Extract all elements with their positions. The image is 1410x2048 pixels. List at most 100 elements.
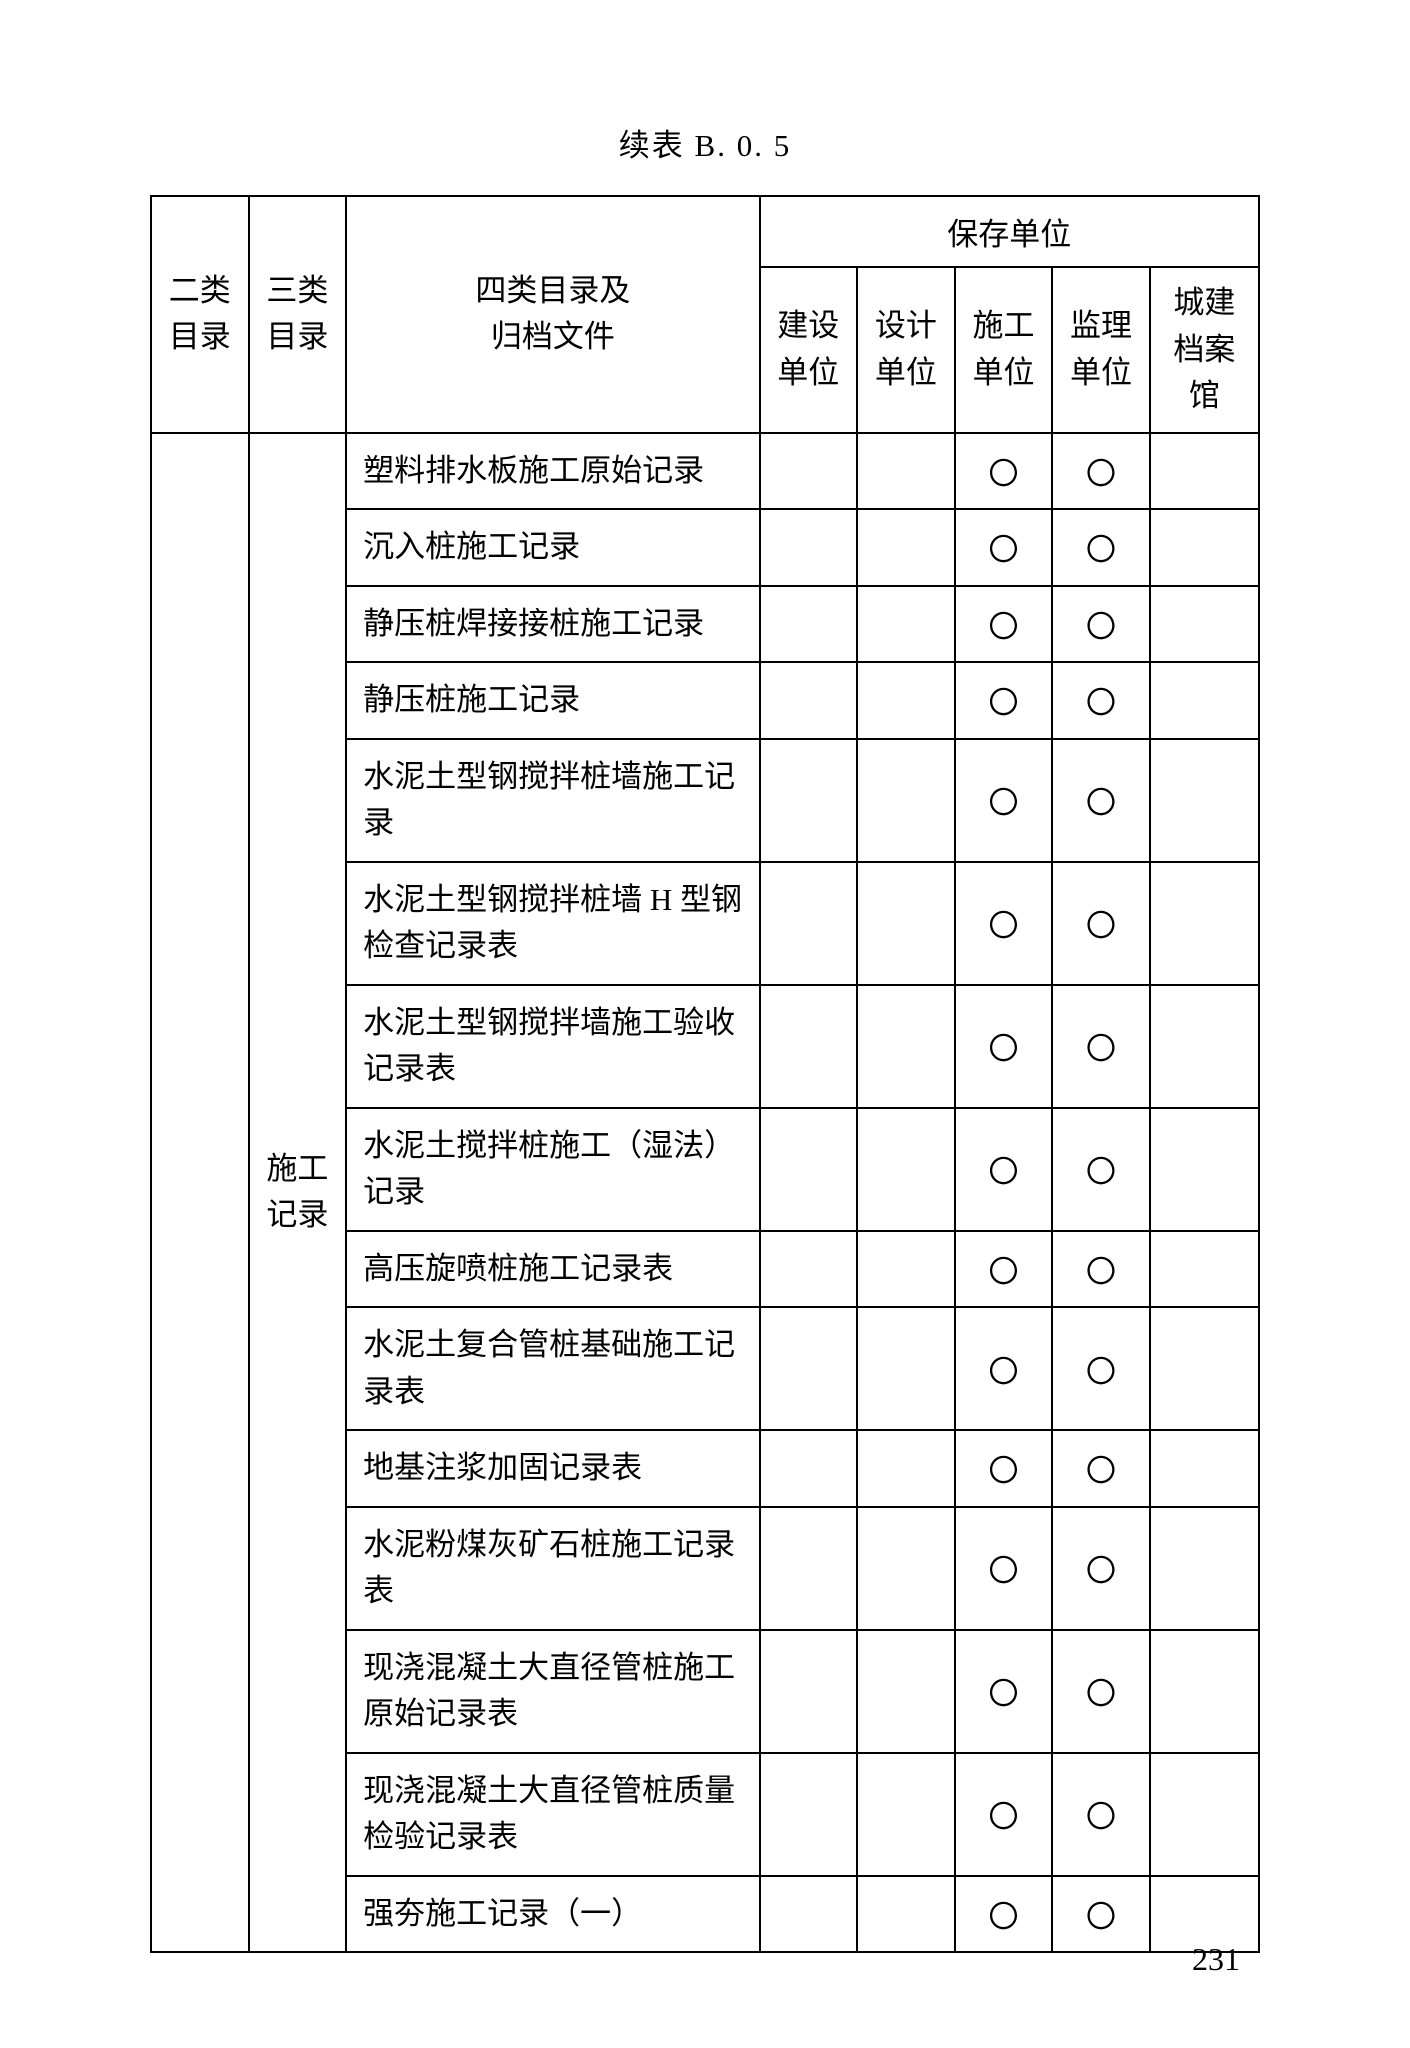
mark-cell [857,433,955,510]
header-sub5: 城建档案馆 [1150,267,1259,433]
doc-name: 现浇混凝土大直径管桩施工原始记录表 [346,1630,759,1753]
doc-name: 地基注浆加固记录表 [346,1430,759,1507]
doc-name: 静压桩焊接接桩施工记录 [346,586,759,663]
mark-cell [857,509,955,586]
mark-cell: 〇 [955,1307,1053,1430]
mark-cell [857,1108,955,1231]
mark-cell [857,1630,955,1753]
mark-cell: 〇 [1052,1753,1150,1876]
mark-cell [1150,739,1259,862]
header-col-c: 四类目录及 归档文件 [346,196,759,433]
mark-cell [760,509,858,586]
mark-cell [857,586,955,663]
doc-name: 现浇混凝土大直径管桩质量检验记录表 [346,1753,759,1876]
mark-cell [857,1231,955,1308]
mark-cell: 〇 [955,1108,1053,1231]
header-sub2: 设计单位 [857,267,955,433]
mark-cell [760,662,858,739]
mark-cell [857,1430,955,1507]
doc-name: 水泥土型钢搅拌桩墙施工记录 [346,739,759,862]
mark-cell: 〇 [955,739,1053,862]
mark-cell [857,1876,955,1953]
mark-cell: 〇 [955,862,1053,985]
mark-cell [1150,862,1259,985]
table-title: 续表 B. 0. 5 [150,120,1260,165]
mark-cell: 〇 [1052,433,1150,510]
mark-cell [857,1307,955,1430]
header-sub4: 监理单位 [1052,267,1150,433]
mark-cell: 〇 [1052,662,1150,739]
doc-name: 沉入桩施工记录 [346,509,759,586]
doc-name: 静压桩施工记录 [346,662,759,739]
header-col-a: 二类目录 [151,196,249,433]
mark-cell [857,985,955,1108]
mark-cell: 〇 [955,1876,1053,1953]
mark-cell [760,1307,858,1430]
mark-cell: 〇 [1052,1630,1150,1753]
doc-name: 水泥土复合管桩基础施工记录表 [346,1307,759,1430]
mark-cell [1150,1507,1259,1630]
mark-cell [760,586,858,663]
mark-cell: 〇 [955,985,1053,1108]
mark-cell: 〇 [955,433,1053,510]
mark-cell: 〇 [955,586,1053,663]
mark-cell [760,1108,858,1231]
mark-cell: 〇 [1052,1430,1150,1507]
mark-cell [760,1507,858,1630]
mark-cell [1150,1430,1259,1507]
mark-cell: 〇 [1052,1307,1150,1430]
mark-cell: 〇 [1052,509,1150,586]
mark-cell: 〇 [1052,1108,1150,1231]
mark-cell [857,662,955,739]
mark-cell [760,1876,858,1953]
mark-cell [857,862,955,985]
header-sub1: 建设单位 [760,267,858,433]
page-number: 231 [1192,1941,1240,1978]
col-a-blank [151,433,249,1953]
doc-name: 高压旋喷桩施工记录表 [346,1231,759,1308]
doc-name: 塑料排水板施工原始记录 [346,433,759,510]
mark-cell [1150,1231,1259,1308]
doc-name: 水泥土搅拌桩施工（湿法）记录 [346,1108,759,1231]
doc-name: 强夯施工记录（一） [346,1876,759,1953]
mark-cell [857,739,955,862]
mark-cell: 〇 [1052,1507,1150,1630]
mark-cell [1150,1307,1259,1430]
mark-cell [1150,586,1259,663]
mark-cell [760,433,858,510]
header-group: 保存单位 [760,196,1259,267]
mark-cell [1150,1630,1259,1753]
mark-cell: 〇 [955,1507,1053,1630]
mark-cell [760,1430,858,1507]
mark-cell [857,1753,955,1876]
doc-name: 水泥土型钢搅拌墙施工验收记录表 [346,985,759,1108]
mark-cell: 〇 [955,1231,1053,1308]
mark-cell: 〇 [1052,739,1150,862]
doc-name: 水泥土型钢搅拌桩墙 H 型钢检查记录表 [346,862,759,985]
doc-name: 水泥粉煤灰矿石桩施工记录表 [346,1507,759,1630]
mark-cell: 〇 [1052,985,1150,1108]
table-row: 施工记录塑料排水板施工原始记录〇〇 [151,433,1259,510]
mark-cell [760,739,858,862]
col-b-label: 施工记录 [249,433,347,1953]
mark-cell: 〇 [955,509,1053,586]
mark-cell [1150,662,1259,739]
mark-cell [1150,433,1259,510]
mark-cell [760,985,858,1108]
mark-cell [1150,1108,1259,1231]
mark-cell [760,1630,858,1753]
mark-cell: 〇 [955,1430,1053,1507]
mark-cell: 〇 [955,1753,1053,1876]
mark-cell: 〇 [1052,586,1150,663]
mark-cell [857,1507,955,1630]
mark-cell [760,1231,858,1308]
mark-cell [1150,1753,1259,1876]
mark-cell [760,862,858,985]
mark-cell [1150,985,1259,1108]
mark-cell [760,1753,858,1876]
header-col-b: 三类目录 [249,196,347,433]
mark-cell: 〇 [1052,1876,1150,1953]
mark-cell: 〇 [1052,862,1150,985]
mark-cell: 〇 [955,662,1053,739]
mark-cell: 〇 [1052,1231,1150,1308]
